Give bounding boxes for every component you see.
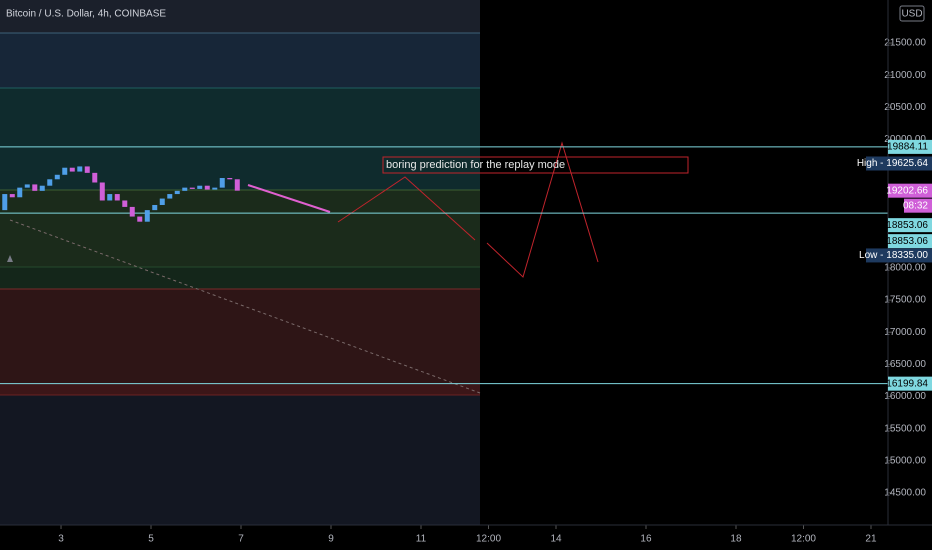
candle-body	[32, 184, 38, 191]
candle-body	[234, 179, 240, 191]
candle-body	[92, 172, 98, 183]
fib-zone	[0, 88, 480, 190]
y-tick-label: 14500.00	[884, 488, 926, 499]
candle-body	[227, 177, 233, 180]
candle-body	[99, 182, 105, 201]
candle-body	[167, 194, 173, 199]
candle-body	[212, 187, 218, 190]
candle-body	[137, 216, 143, 222]
fib-zone	[0, 0, 480, 33]
candle-body	[219, 177, 225, 188]
prediction-line	[486, 141, 599, 278]
y-tick-label: 18000.00	[884, 263, 926, 274]
annotation-box	[382, 156, 689, 174]
marker	[7, 255, 13, 262]
candle-body	[77, 166, 83, 172]
fib-zones	[0, 0, 480, 396]
y-tick-label: 20500.00	[884, 102, 926, 113]
x-tick-label: 12:00	[476, 534, 501, 545]
candle-body	[197, 185, 203, 189]
y-tick-label: 20000.00	[884, 134, 926, 145]
price-tag-label: 18853.06	[886, 236, 928, 247]
x-tick-label: 12:00	[791, 534, 816, 545]
countdown-tag	[904, 198, 932, 213]
fib-zone	[0, 190, 480, 267]
price-tag-label: 16199.84	[886, 378, 928, 389]
fib-zone	[0, 289, 480, 383]
fib-zone	[0, 383, 480, 395]
x-tick-label: 5	[148, 534, 154, 545]
candle-body	[129, 206, 135, 217]
y-tick-label: 17500.00	[884, 295, 926, 306]
candle-body	[2, 194, 8, 211]
y-tick-label: 21000.00	[884, 70, 926, 81]
prediction-line	[337, 176, 476, 241]
price-tag	[888, 139, 932, 154]
annotation: boring prediction for the replay mode	[386, 159, 565, 171]
y-tick-label: 16500.00	[884, 359, 926, 370]
candle-body	[54, 174, 60, 180]
countdown: 08:32	[903, 200, 928, 211]
fib-zone	[0, 33, 480, 88]
price-tag-label: 19884.11	[887, 142, 928, 153]
candle-body	[84, 166, 90, 173]
candle-body	[24, 184, 30, 188]
trend-line	[247, 184, 331, 213]
candle-body	[122, 200, 128, 207]
price-tag	[888, 218, 932, 233]
price-tag	[888, 183, 932, 198]
candle-body	[204, 185, 210, 190]
fib-zone	[0, 267, 480, 289]
candle-body	[159, 198, 165, 205]
candle-body	[114, 194, 120, 201]
x-tick-label: 18	[730, 534, 742, 545]
x-tick-label: 9	[328, 534, 334, 545]
price-tag	[866, 248, 932, 263]
x-tick-label: 21	[865, 534, 877, 545]
y-tick-label: 15000.00	[884, 455, 926, 466]
candle-body	[62, 167, 68, 175]
candle-body	[174, 190, 180, 195]
candle-body	[9, 194, 15, 198]
price-tag	[888, 234, 932, 249]
price-tag-label: 19202.66	[886, 185, 928, 196]
price-tag	[866, 156, 932, 171]
chart-title: Bitcoin / U.S. Dollar, 4h, COINBASE	[6, 9, 166, 20]
y-tick-label: 15500.00	[884, 423, 926, 434]
x-tick-label: 7	[238, 534, 244, 545]
candle-body	[152, 204, 158, 211]
currency: USD	[901, 9, 922, 20]
price-tag	[888, 376, 932, 391]
y-tick-label: 16000.00	[884, 391, 926, 402]
candle-body	[189, 187, 195, 189]
x-tick-label: 16	[640, 534, 652, 545]
price-tag-label: 18853.06	[886, 220, 928, 231]
candle-body	[69, 167, 75, 172]
candle-body	[39, 185, 45, 191]
candle-body	[47, 179, 53, 186]
x-tick-label: 14	[550, 534, 562, 545]
y-tick-label: 21500.00	[884, 38, 926, 49]
price-tag-label: High - 19625.64	[857, 158, 929, 169]
candle-body	[107, 194, 113, 201]
candle-body	[182, 187, 188, 191]
x-tick-label: 11	[416, 534, 427, 545]
y-tick-label: 17000.00	[884, 327, 926, 338]
currency-box	[899, 5, 925, 22]
candle-body	[17, 187, 23, 198]
candle-body	[144, 210, 150, 222]
x-tick-label: 3	[58, 534, 64, 545]
price-tag-label: Low - 18335.00	[859, 250, 928, 261]
